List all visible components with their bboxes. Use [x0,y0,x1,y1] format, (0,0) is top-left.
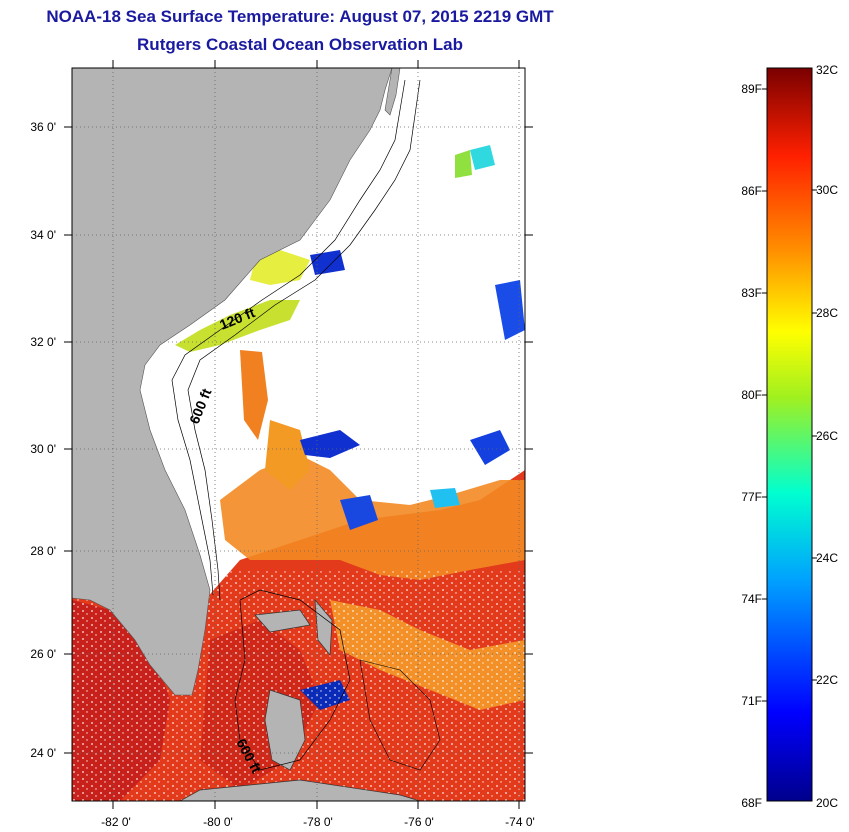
lat-label-28: 28 0' [30,544,56,558]
lat-label-26: 26 0' [30,647,56,661]
lat-label-34: 34 0' [30,228,56,242]
blue-edge-1 [300,430,360,458]
cyan-edge-1 [430,488,460,508]
lon-label-82: -82 0' [101,815,131,829]
orange-stream-filament [240,350,268,440]
colorbar-f-68: 68F [741,796,762,810]
map-subtitle: Rutgers Coastal Ocean Observation Lab [137,35,463,54]
colorbar-gradient [766,67,813,802]
colorbar-f-74: 74F [741,592,762,606]
land-outer-banks [384,68,401,116]
lat-label-36: 36 0' [30,120,56,134]
colorbar-c-24: 24C [816,551,838,565]
colorbar-c-28: 28C [816,306,838,320]
contour-bahamas-2 [359,659,441,771]
cyan-edge-2 [470,145,495,170]
blue-edge-4 [495,280,525,340]
map-title: NOAA-18 Sea Surface Temperature: August … [46,7,554,26]
land-abaco [314,598,333,656]
blue-edge-2 [470,430,510,465]
map-frame [71,67,526,802]
colorbar-c-26: 26C [816,429,838,443]
green-patch-ne [455,150,472,178]
axis-ticks [64,60,533,809]
colorbar-c-30: 30C [816,183,838,197]
blue-edge-6 [340,495,378,530]
contour-bahamas [234,589,351,771]
land-andros-island [264,689,306,771]
land-us-southeast [72,68,393,696]
lon-label-78: -78 0' [303,815,333,829]
colorbar-f-89: 89F [741,82,762,96]
colorbar-f-83: 83F [741,286,762,300]
colorbar-c-22: 22C [816,673,838,687]
yellow-green-nearshore [175,300,300,352]
contour-600ft [187,79,421,601]
lon-label-80: -80 0' [203,815,233,829]
map-panel: 120 ft 600 ft 600 ft [72,68,525,801]
lon-label-76: -76 0' [404,815,434,829]
land-cuba-edge [179,779,421,801]
colorbar-c-32: 32C [816,63,838,77]
lat-label-32: 32 0' [30,335,56,349]
lon-label-74: -74 0' [505,815,535,829]
colorbar-f-71: 71F [741,694,762,708]
lat-label-24: 24 0' [30,746,56,760]
contour-120ft [171,79,406,596]
colorbar-c-20: 20C [816,796,838,810]
lat-label-30: 30 0' [30,442,56,456]
colorbar-f-80: 80F [741,388,762,402]
colorbar-f-77: 77F [741,490,762,504]
land-grand-bahama [254,609,311,633]
orange-filament-2 [265,420,310,490]
yellow-nearshore-north [250,250,310,285]
colorbar-f-86: 86F [741,184,762,198]
colorbar: 32C 30C 28C 26C 24C 22C 20C 89F 86F 83F … [741,63,838,810]
